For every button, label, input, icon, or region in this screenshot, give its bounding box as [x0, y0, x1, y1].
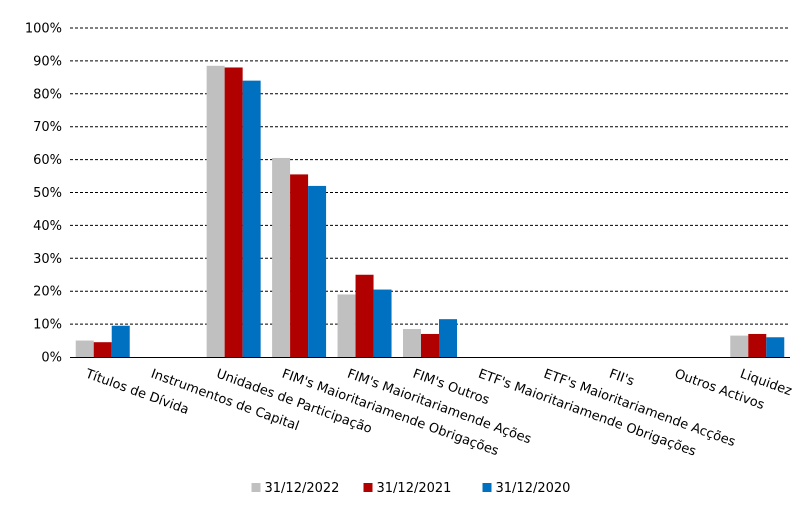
bar — [766, 337, 785, 357]
legend-label: 31/12/2021 — [377, 481, 452, 496]
legend-label: 31/12/2020 — [496, 481, 571, 496]
bar — [373, 289, 392, 357]
bar — [290, 174, 309, 357]
y-tick-label: 0% — [41, 351, 62, 366]
bar — [75, 340, 94, 357]
y-tick-label: 80% — [33, 87, 62, 102]
y-tick-label: 50% — [33, 186, 62, 201]
bar — [730, 335, 749, 357]
bar — [272, 157, 291, 357]
legend-swatch — [251, 483, 261, 492]
y-tick-label: 100% — [25, 22, 62, 37]
y-tick-label: 70% — [33, 120, 62, 135]
bar — [337, 294, 356, 357]
bar — [355, 274, 374, 357]
y-tick-label: 40% — [33, 219, 62, 234]
bar — [111, 325, 130, 357]
y-axis-ticks: 0% 10% 20% 30% 40% 50% 60% 70% 80% 90% 100% — [25, 22, 62, 366]
y-tick-label: 90% — [33, 54, 62, 69]
bar — [242, 80, 261, 357]
bar — [224, 67, 243, 357]
legend-swatch — [482, 483, 492, 492]
bar — [439, 319, 457, 357]
legend: 31/12/2022 31/12/2021 31/12/2020 — [251, 481, 571, 496]
y-tick-label: 30% — [33, 252, 62, 267]
bars — [75, 65, 785, 358]
gridlines — [70, 27, 790, 325]
legend-label: 31/12/2022 — [265, 481, 340, 496]
bar — [206, 65, 225, 358]
y-tick-label: 20% — [33, 285, 62, 300]
legend-swatch — [363, 483, 373, 492]
bar — [308, 185, 327, 357]
x-tick-label: FII's — [607, 367, 636, 390]
bar — [748, 333, 767, 357]
bar — [421, 333, 439, 357]
bar — [403, 329, 421, 357]
y-tick-label: 60% — [33, 153, 62, 168]
y-tick-label: 10% — [33, 318, 62, 333]
bar — [93, 342, 112, 357]
